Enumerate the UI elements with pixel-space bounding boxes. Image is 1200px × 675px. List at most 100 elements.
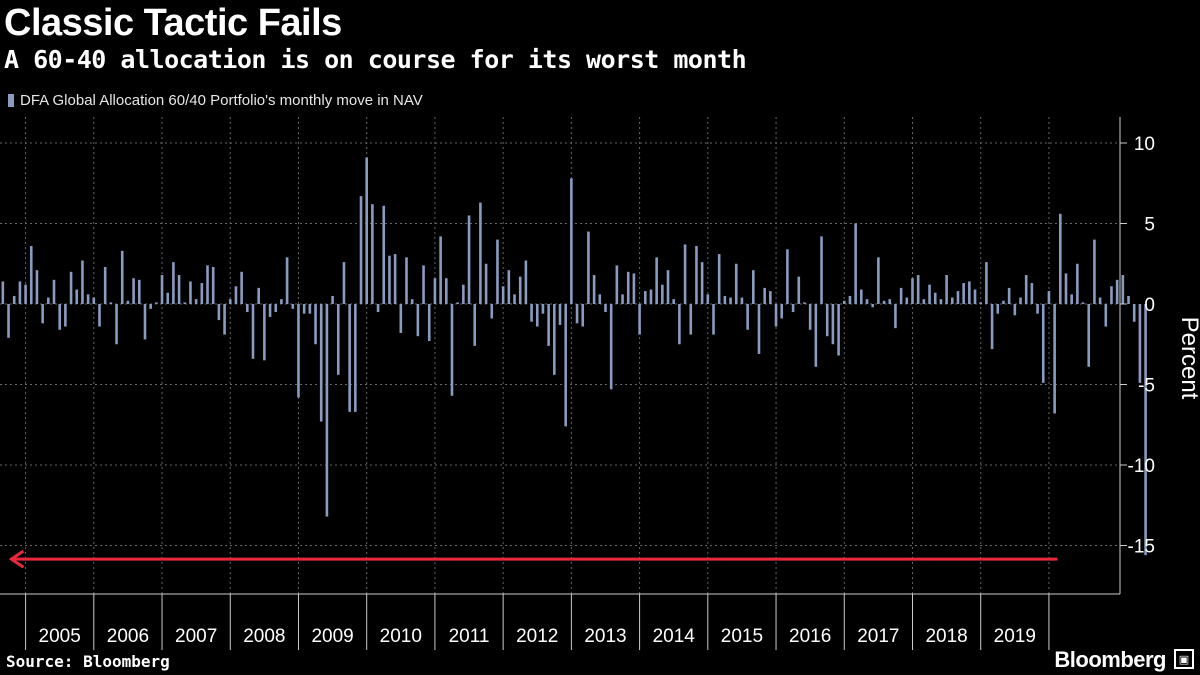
bar <box>223 304 226 335</box>
bar <box>865 299 869 304</box>
bar <box>257 287 260 304</box>
bar <box>1053 304 1056 414</box>
chart-subtitle: A 60-40 allocation is on course for its … <box>4 45 747 74</box>
bar <box>842 300 846 304</box>
bar <box>990 304 994 350</box>
bar <box>376 304 380 313</box>
bar <box>149 304 152 309</box>
bar <box>348 304 351 412</box>
bar <box>564 304 567 427</box>
bar <box>626 271 630 304</box>
bar <box>24 284 27 304</box>
bar <box>490 304 494 319</box>
bloomberg-icon: ▣ <box>1174 649 1194 669</box>
bar <box>444 278 448 304</box>
bar <box>69 271 73 304</box>
bar <box>729 297 732 304</box>
bar <box>916 275 920 304</box>
bar <box>1013 304 1017 316</box>
bar <box>194 299 198 304</box>
bar <box>1110 286 1113 304</box>
bar <box>632 273 636 304</box>
y-tick-label: 10 <box>1134 134 1155 155</box>
bar <box>86 294 90 304</box>
bar <box>217 304 221 321</box>
bar <box>456 302 459 304</box>
bar <box>58 304 61 330</box>
bar <box>956 291 960 304</box>
bar <box>740 297 744 304</box>
bar <box>621 294 624 304</box>
bar <box>206 265 209 304</box>
bar <box>1036 304 1039 314</box>
bar <box>308 304 312 314</box>
bar <box>922 299 926 304</box>
x-tick-label: 2009 <box>311 626 353 647</box>
bar <box>598 294 602 304</box>
bar <box>581 304 585 327</box>
bar <box>501 286 505 304</box>
bar <box>462 284 465 304</box>
bar <box>268 304 272 317</box>
bar <box>371 204 374 304</box>
x-tick-label: 2018 <box>925 626 967 647</box>
bar <box>12 295 16 304</box>
y-tick-label: -10 <box>1128 456 1155 477</box>
bar <box>291 304 295 309</box>
bar <box>1024 275 1028 304</box>
x-tick-label: 2010 <box>380 626 422 647</box>
bar <box>831 304 835 345</box>
bar <box>297 304 300 398</box>
x-tick-label: 2008 <box>243 626 285 647</box>
bar <box>1064 273 1068 304</box>
bar <box>1115 279 1119 304</box>
bar <box>814 304 818 367</box>
bar <box>1007 287 1011 304</box>
bar <box>609 304 613 390</box>
bar <box>763 287 766 304</box>
bar <box>75 289 79 304</box>
bar <box>979 302 983 304</box>
bar <box>382 205 386 304</box>
bar <box>109 302 113 304</box>
chart-title: Classic Tactic Fails <box>4 2 342 44</box>
bar <box>570 178 573 304</box>
bar <box>1093 239 1096 304</box>
bar <box>604 304 607 313</box>
bar <box>342 262 346 304</box>
bar <box>155 302 158 304</box>
bar <box>683 244 687 304</box>
bar <box>808 304 812 330</box>
bar <box>1047 291 1051 304</box>
bar <box>64 304 67 327</box>
bar <box>717 254 721 304</box>
x-tick-label: 2016 <box>789 626 831 647</box>
x-tick-label: 2017 <box>857 626 899 647</box>
x-tick-label: 2013 <box>584 626 626 647</box>
bar <box>484 263 488 304</box>
bar <box>450 304 454 396</box>
bar <box>575 304 579 324</box>
bar <box>228 299 232 304</box>
bar <box>882 300 886 304</box>
bar <box>803 302 806 304</box>
bar <box>962 283 965 304</box>
bar <box>416 304 420 337</box>
bar <box>1098 297 1102 304</box>
y-tick-label: 0 <box>1144 295 1155 316</box>
bar <box>837 304 840 356</box>
bar <box>7 304 10 338</box>
bar <box>689 304 693 335</box>
bar <box>1059 213 1062 304</box>
bar <box>399 304 403 333</box>
bar <box>706 294 710 304</box>
bar <box>695 246 698 304</box>
brand-logo-text: Bloomberg <box>1054 647 1166 672</box>
bar <box>825 304 829 337</box>
bar <box>535 304 539 327</box>
bar <box>928 284 931 304</box>
bar <box>860 289 863 304</box>
bar <box>945 275 948 304</box>
bar <box>769 291 772 304</box>
bar <box>103 266 107 304</box>
